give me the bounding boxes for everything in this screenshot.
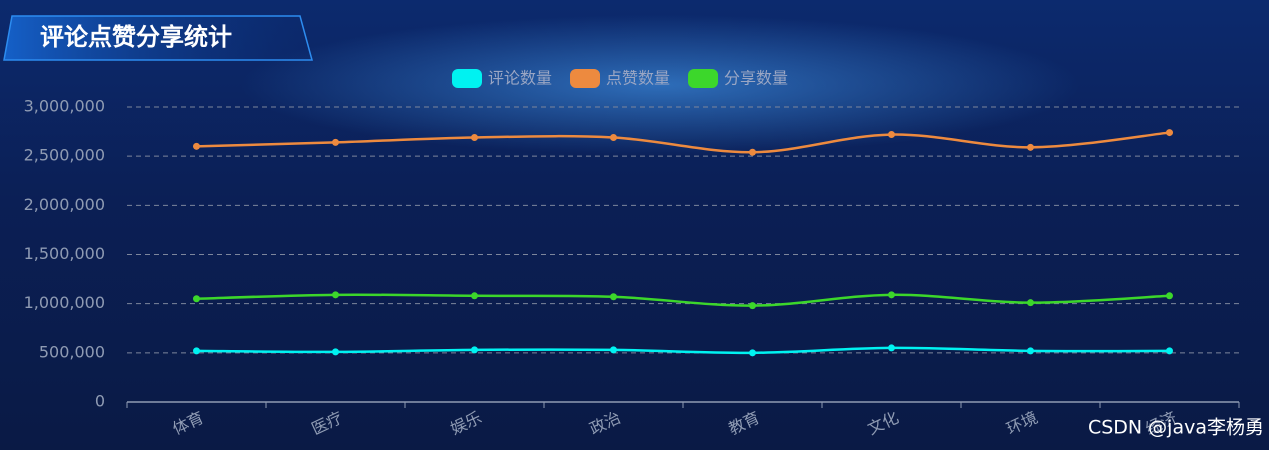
series-line bbox=[196, 293, 1170, 307]
point bbox=[888, 344, 895, 352]
point bbox=[193, 295, 200, 303]
series-line bbox=[196, 131, 1170, 154]
legend-swatch bbox=[570, 69, 601, 88]
point bbox=[749, 148, 756, 156]
title-box bbox=[3, 15, 313, 61]
point bbox=[332, 291, 339, 299]
y-tick-label: 2,000,000 bbox=[24, 195, 105, 214]
y-tick-label: 3,000,000 bbox=[24, 97, 105, 116]
point bbox=[888, 131, 895, 139]
point bbox=[193, 347, 200, 355]
point bbox=[471, 133, 478, 141]
background-glow bbox=[240, 15, 1080, 155]
legend-swatch bbox=[452, 69, 482, 88]
point bbox=[610, 293, 617, 301]
point bbox=[610, 346, 617, 354]
series-line bbox=[196, 346, 1170, 355]
y-tick-label: 0 bbox=[95, 392, 105, 411]
legend-label: 点赞数量 bbox=[606, 69, 670, 88]
chart-title: 评论点赞分享统计 bbox=[40, 23, 232, 51]
point bbox=[1166, 347, 1173, 355]
y-tick-label: 2,500,000 bbox=[24, 146, 105, 165]
legend-swatch bbox=[688, 69, 719, 88]
point bbox=[332, 138, 339, 146]
point bbox=[749, 349, 756, 357]
point bbox=[1027, 347, 1034, 355]
point bbox=[1027, 299, 1034, 307]
y-tick-label: 1,500,000 bbox=[24, 244, 105, 263]
point bbox=[471, 346, 478, 354]
point bbox=[471, 292, 478, 300]
point bbox=[1027, 143, 1034, 151]
y-tick-label: 500,000 bbox=[39, 342, 105, 361]
point bbox=[1166, 292, 1173, 300]
watermark: CSDN @java李杨勇 bbox=[1088, 417, 1264, 439]
point bbox=[1166, 129, 1173, 137]
legend-label: 评论数量 bbox=[488, 69, 552, 88]
point bbox=[610, 133, 617, 141]
point bbox=[749, 302, 756, 310]
point bbox=[332, 348, 339, 356]
legend-label: 分享数量 bbox=[724, 69, 788, 88]
point bbox=[888, 291, 895, 299]
point bbox=[193, 142, 200, 150]
y-tick-label: 1,000,000 bbox=[24, 293, 105, 312]
